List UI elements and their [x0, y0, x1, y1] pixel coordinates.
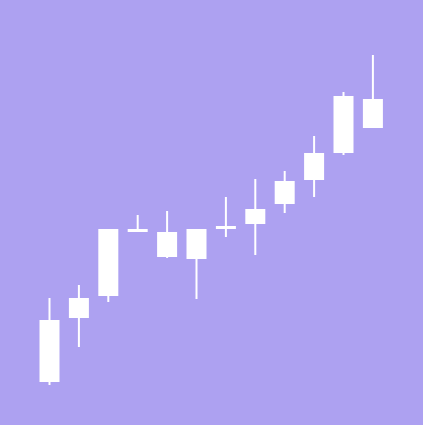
candle-body [39, 320, 60, 382]
candle-4 [127, 215, 148, 232]
candle-7 [215, 197, 236, 237]
candle-body [186, 229, 207, 259]
candle-1 [39, 298, 60, 385]
candle-body [333, 96, 354, 153]
candle-12 [362, 55, 383, 128]
candle-body [245, 209, 266, 224]
candle-body [215, 226, 236, 229]
candle-body [98, 229, 119, 296]
candle-5 [157, 211, 178, 258]
candle-9 [274, 171, 295, 213]
candle-body [304, 153, 325, 180]
candle-2 [68, 285, 89, 347]
candles-layer [39, 55, 383, 385]
candle-11 [333, 92, 354, 155]
candle-body [362, 99, 383, 128]
candle-body [274, 181, 295, 204]
candle-body [68, 298, 89, 318]
candle-6 [186, 229, 207, 299]
candle-body [157, 232, 178, 257]
candle-10 [304, 136, 325, 197]
candle-3 [98, 229, 119, 302]
candle-8 [245, 179, 266, 255]
candle-body [127, 229, 148, 232]
